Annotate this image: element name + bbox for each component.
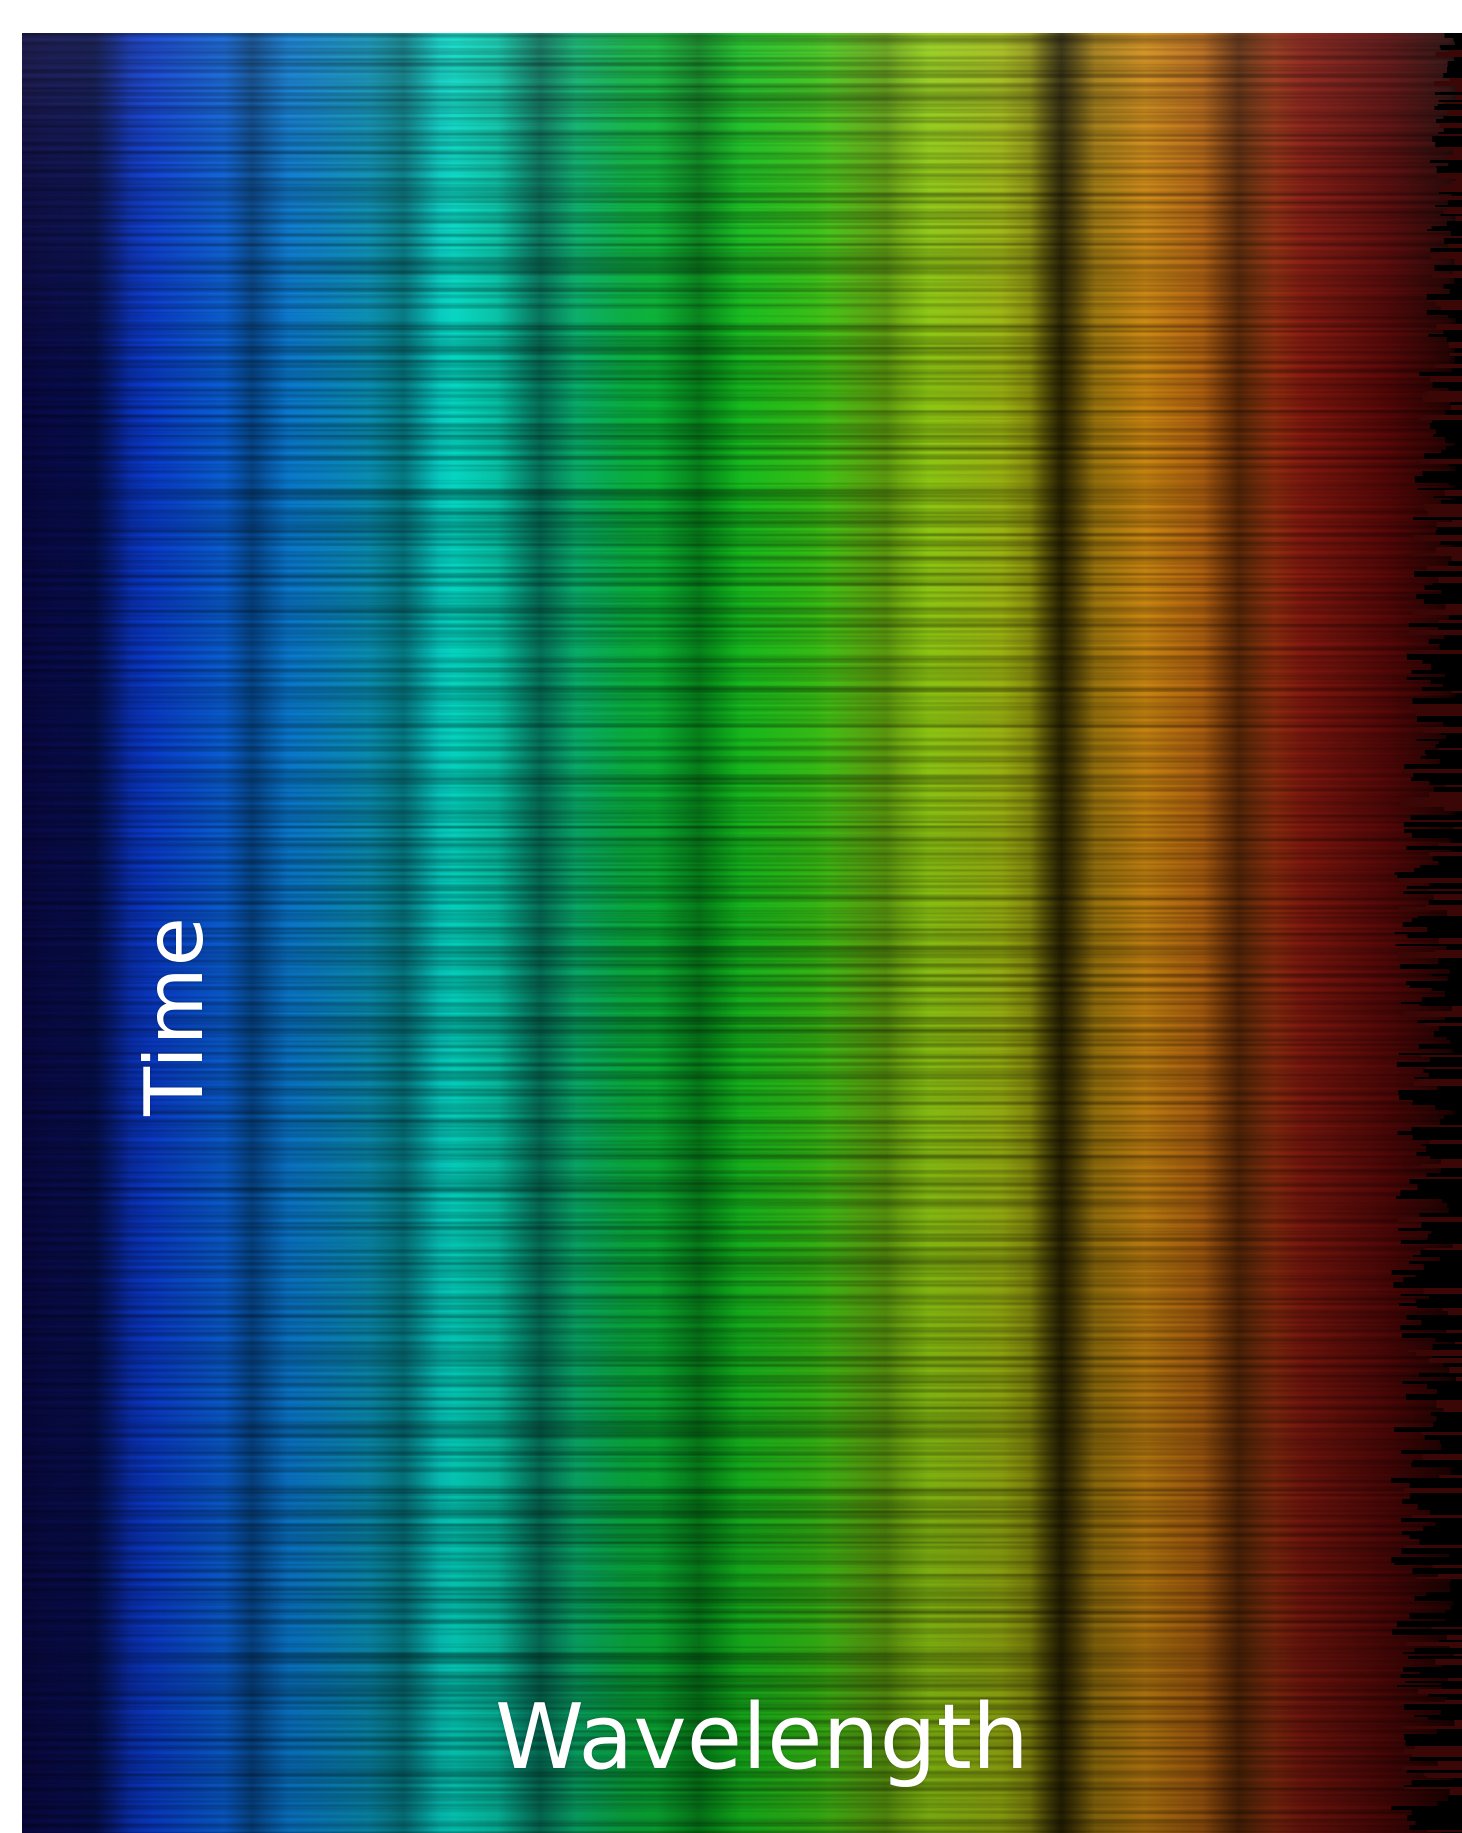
time-axis-label: Time: [128, 916, 221, 1116]
spectrogram-image: Time Wavelength: [22, 33, 1462, 1833]
wavelength-axis-label: Wavelength: [495, 1685, 1029, 1790]
